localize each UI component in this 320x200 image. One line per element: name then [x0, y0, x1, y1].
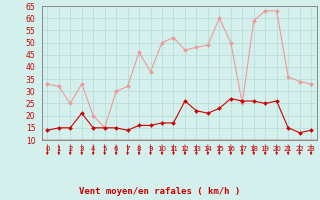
Text: Vent moyen/en rafales ( km/h ): Vent moyen/en rafales ( km/h ): [79, 187, 241, 196]
